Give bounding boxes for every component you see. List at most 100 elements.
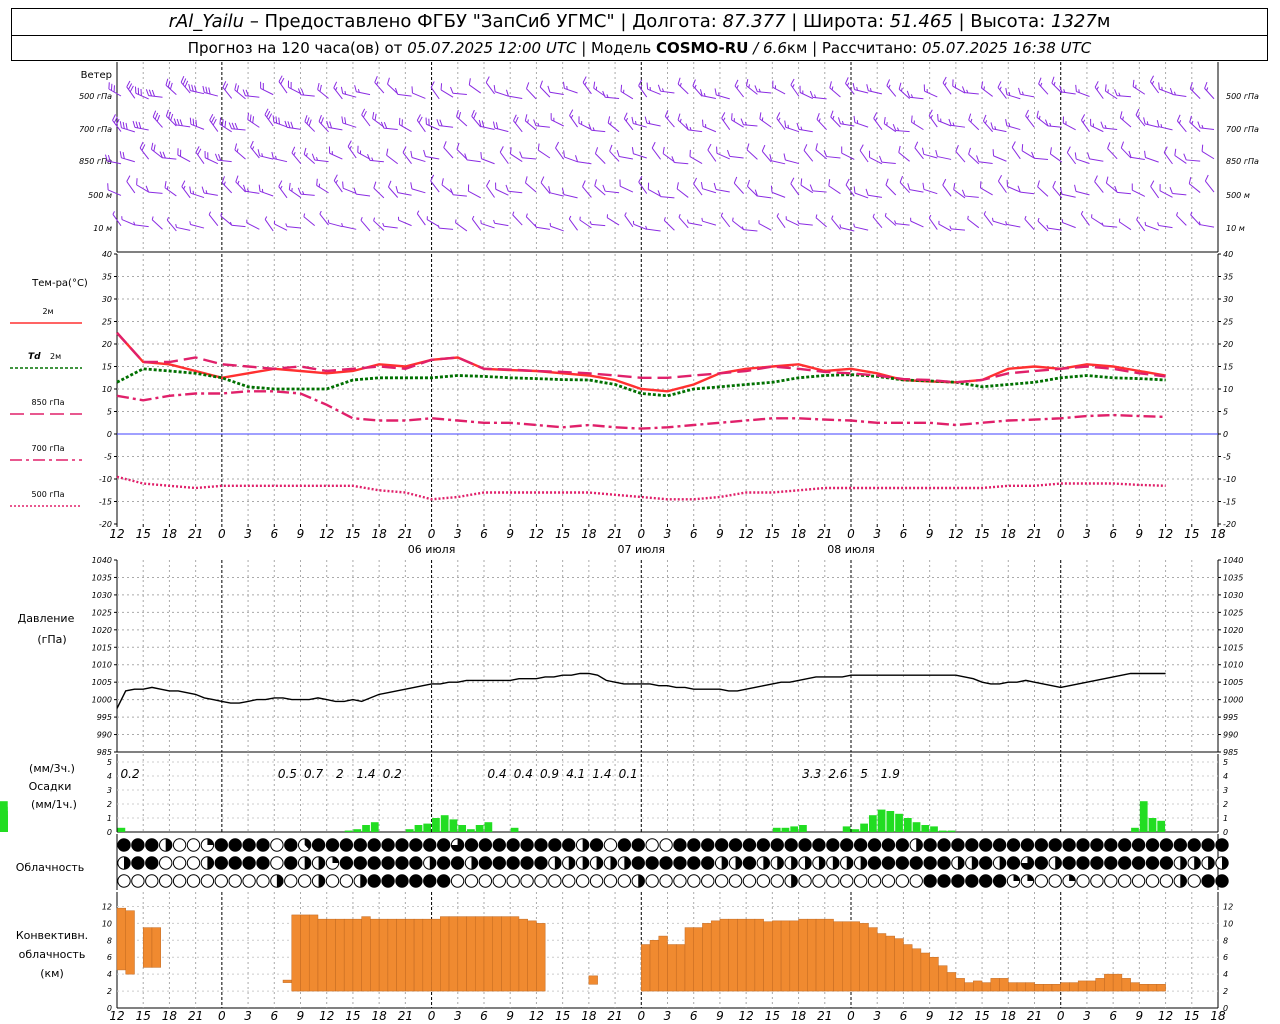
wind-barb-feather bbox=[425, 117, 427, 125]
wind-barb-shaft bbox=[992, 128, 1007, 133]
convective-bar bbox=[710, 920, 721, 992]
wind-barb-feather bbox=[873, 112, 878, 119]
wind-barb-shaft bbox=[510, 153, 523, 162]
convective-bar bbox=[518, 918, 528, 992]
wind-barb bbox=[884, 212, 897, 226]
wind-barb bbox=[606, 214, 620, 226]
wind-barb-shaft bbox=[278, 186, 288, 199]
time-axis-label: 21 bbox=[398, 527, 413, 541]
wind-barb-half bbox=[645, 225, 648, 230]
wind-barb bbox=[311, 153, 329, 163]
wind-barb bbox=[264, 216, 274, 232]
cloud-cover-symbol bbox=[631, 838, 645, 852]
pressure-tick-label: 1000 bbox=[1223, 696, 1243, 705]
wind-barb-shaft bbox=[1033, 157, 1049, 160]
wind-barb-feather bbox=[224, 120, 227, 128]
wind-barb-shaft bbox=[909, 189, 924, 193]
wind-barb bbox=[1087, 152, 1104, 162]
wind-barb-feather bbox=[197, 148, 202, 155]
wind-barb-half bbox=[382, 222, 385, 227]
wind-barb-shaft bbox=[633, 123, 647, 128]
precip-unit-3h: (мм/3ч.) bbox=[29, 762, 75, 775]
cloud-cover-symbol bbox=[1090, 838, 1104, 852]
wind-barb-feather bbox=[333, 174, 338, 181]
wind-barb bbox=[992, 149, 1007, 162]
wind-barb-half bbox=[944, 82, 947, 86]
precip-bar bbox=[370, 822, 379, 832]
wind-barb bbox=[437, 224, 454, 230]
wind-barb-feather bbox=[980, 81, 984, 89]
wind-barb-shaft bbox=[593, 87, 606, 97]
wind-barb bbox=[456, 109, 468, 127]
wind-barb-feather bbox=[443, 141, 447, 148]
cloud-cover-fill bbox=[165, 838, 172, 852]
precip-tick-label: 4 bbox=[1223, 772, 1228, 781]
wind-barb-feather bbox=[436, 119, 440, 126]
convective-tick-label: 4 bbox=[1223, 970, 1228, 979]
altitude-unit: м bbox=[1096, 11, 1111, 32]
convective-bar bbox=[955, 978, 965, 992]
wind-barb-shaft bbox=[689, 156, 703, 165]
wind-barb-shaft bbox=[452, 92, 467, 96]
precip-bar bbox=[484, 822, 493, 832]
wind-barb bbox=[1101, 222, 1118, 228]
wind-barb-shaft bbox=[317, 89, 329, 99]
wind-barb-feather bbox=[547, 85, 551, 93]
wind-barb-feather bbox=[1176, 114, 1181, 122]
pressure-tick-label: 1025 bbox=[92, 608, 112, 617]
wind-barb bbox=[809, 90, 827, 100]
time-axis-label: 12 bbox=[529, 527, 544, 541]
wind-barb bbox=[609, 144, 620, 162]
wind-barb-feather bbox=[646, 82, 649, 90]
wind-barb-feather bbox=[162, 151, 166, 159]
wind-barb bbox=[828, 179, 841, 195]
wind-barb-shaft bbox=[456, 116, 468, 127]
cloud-cover-symbol bbox=[673, 874, 687, 888]
wind-barb-feather bbox=[231, 122, 236, 130]
convective-bar bbox=[1051, 984, 1061, 992]
wind-barb-feather bbox=[214, 153, 219, 161]
wind-barb bbox=[720, 212, 731, 228]
bottom-time-label: 12 bbox=[739, 1009, 754, 1023]
wind-barb-shaft bbox=[1024, 218, 1035, 230]
cloud-cover-fill bbox=[429, 856, 436, 870]
cloud-cover-symbol bbox=[645, 838, 659, 852]
wind-barb bbox=[430, 174, 440, 193]
wind-barb-feather bbox=[664, 110, 669, 117]
wind-barb bbox=[1107, 142, 1118, 160]
wind-barb-half bbox=[1118, 92, 1121, 97]
wind-barb-shaft bbox=[886, 85, 897, 97]
bottom-time-label: 9 bbox=[1136, 1009, 1144, 1023]
wind-barb bbox=[983, 211, 994, 226]
wind-barb-feather bbox=[224, 83, 229, 90]
forecast-from: 05.07.2025 12:00 UTC bbox=[407, 39, 577, 57]
wind-barb-feather bbox=[1131, 183, 1133, 191]
cloud-cover-symbol bbox=[965, 838, 979, 852]
precip-bar bbox=[432, 818, 440, 832]
wind-barb-shaft bbox=[564, 156, 578, 163]
wind-barb-feather bbox=[189, 186, 192, 194]
convective-bar bbox=[1095, 978, 1105, 992]
wind-barb bbox=[1163, 146, 1173, 165]
wind-barb-half bbox=[581, 121, 583, 125]
wind-barb-feather bbox=[176, 118, 180, 126]
convective-tick-label: 6 bbox=[107, 953, 112, 962]
wind-barb-feather bbox=[845, 178, 850, 186]
wind-barb-shaft bbox=[162, 157, 177, 160]
convective-bar bbox=[1077, 980, 1088, 992]
wind-barb-half bbox=[722, 117, 726, 121]
wind-barb-feather bbox=[154, 112, 159, 120]
wind-barb bbox=[204, 151, 219, 165]
temperature-series-line bbox=[116, 390, 1166, 430]
wind-barb-shaft bbox=[319, 213, 329, 226]
wind-barb bbox=[208, 211, 219, 227]
cloud-cover-symbol bbox=[603, 874, 618, 888]
wind-barb-shaft bbox=[231, 224, 246, 228]
wind-barb bbox=[1080, 210, 1090, 226]
wind-barb bbox=[588, 123, 606, 133]
convective-tick-label: 12 bbox=[102, 902, 112, 911]
wind-barb-feather bbox=[1189, 82, 1193, 89]
wind-barb-half bbox=[303, 213, 306, 217]
wind-barb bbox=[219, 117, 232, 133]
wind-barb bbox=[1198, 221, 1215, 228]
